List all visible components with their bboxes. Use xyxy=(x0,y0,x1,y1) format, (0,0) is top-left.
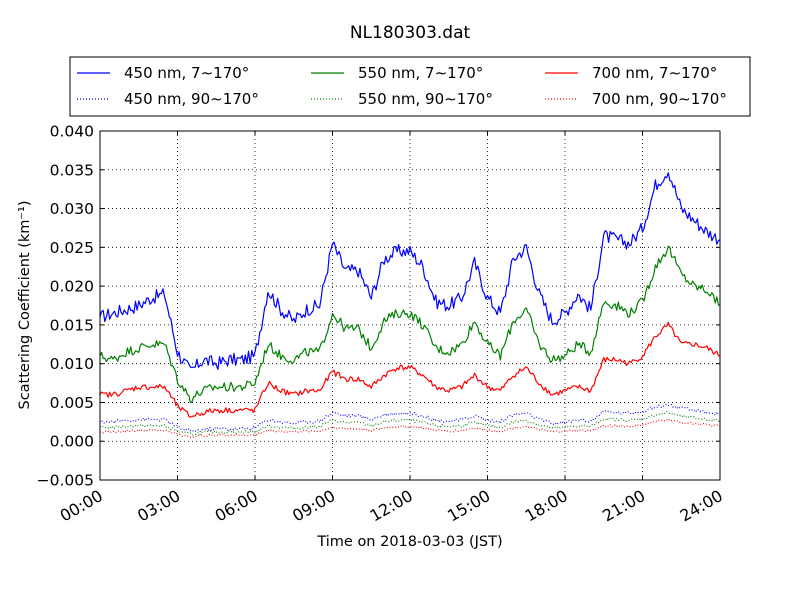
legend-label: 450 nm, 7∼170° xyxy=(124,64,249,82)
y-tick-label: 0.025 xyxy=(50,239,94,257)
series-line-1 xyxy=(99,245,721,404)
y-tick-label: 0.020 xyxy=(50,278,94,296)
series-line-0 xyxy=(99,172,721,370)
grid-lines xyxy=(100,131,720,480)
y-tick-label: 0.015 xyxy=(50,316,94,334)
y-tick-label: 0.000 xyxy=(50,433,94,451)
legend-frame xyxy=(69,56,751,117)
y-tick-label: 0.010 xyxy=(50,355,94,373)
chart-title: NL180303.dat xyxy=(350,23,471,43)
y-tick-label: −0.005 xyxy=(37,472,94,490)
y-tick-label: 0.005 xyxy=(50,394,94,412)
legend: 450 nm, 7∼170° 550 nm, 7∼170° 700 nm, 7∼17… xyxy=(69,56,751,117)
series-line-3 xyxy=(99,403,721,433)
x-tick-label: 09:00 xyxy=(289,486,338,526)
x-tick-label: 00:00 xyxy=(57,486,106,526)
legend-label: 700 nm, 90∼170° xyxy=(592,90,727,108)
x-tick-label: 03:00 xyxy=(134,486,183,526)
y-tick-label: 0.040 xyxy=(50,123,94,141)
x-tick-label: 21:00 xyxy=(599,486,648,526)
legend-label: 550 nm, 90∼170° xyxy=(358,90,493,108)
x-tick-label: 12:00 xyxy=(367,486,416,526)
x-tick-label: 18:00 xyxy=(522,486,571,526)
y-axis-label: Scattering Coefficient (km⁻¹) xyxy=(17,201,33,410)
series-line-5 xyxy=(99,418,721,438)
series-lines xyxy=(99,172,721,438)
x-tick-label: 06:00 xyxy=(212,486,261,526)
y-tick-label: 0.035 xyxy=(50,161,94,179)
series-line-4 xyxy=(99,411,721,436)
axis-ticks: 00:00 03:00 06:00 09:00 12:00 15:00 18:00 21:00… xyxy=(37,123,726,526)
x-axis-label: Time on 2018-03-03 (JST) xyxy=(316,534,502,550)
legend-label: 450 nm, 90∼170° xyxy=(124,90,259,108)
legend-label: 550 nm, 7∼170° xyxy=(358,64,483,82)
series-line-2 xyxy=(99,321,721,418)
x-tick-label: 24:00 xyxy=(677,486,726,526)
legend-label: 700 nm, 7∼170° xyxy=(592,64,717,82)
y-tick-label: 0.030 xyxy=(50,200,94,218)
x-tick-label: 15:00 xyxy=(444,486,493,526)
